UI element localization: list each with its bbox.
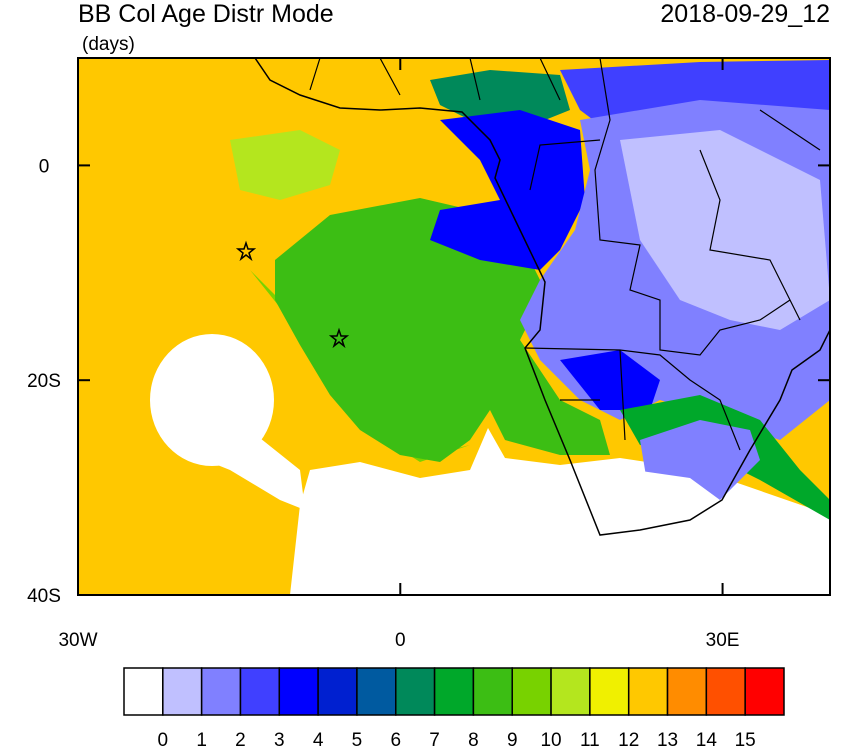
colorbar-label: 15	[735, 730, 756, 750]
field-palelavender	[620, 130, 830, 330]
colorbar-box	[511, 667, 552, 716]
date: 2018-09-29_12	[660, 0, 830, 28]
map-field	[78, 58, 830, 595]
field-blue	[430, 110, 585, 270]
star-marker	[328, 327, 350, 349]
y-tick-label: 0	[39, 156, 50, 177]
colorbar-box	[589, 667, 630, 716]
border	[309, 58, 821, 451]
colorbar-box	[200, 667, 242, 716]
x-tick-label: 0	[395, 630, 406, 651]
x-tick-label: 30E	[706, 630, 740, 651]
colorbar-box	[356, 667, 397, 716]
colorbar-box	[550, 667, 591, 716]
colorbar-label: 10	[540, 730, 561, 750]
y-tick-label: 20S	[27, 371, 61, 392]
field-yellowgreen	[230, 130, 340, 200]
colorbar-box	[666, 667, 708, 716]
colorbar-box	[627, 667, 669, 716]
colorbar-box	[162, 667, 203, 716]
star-marker	[235, 240, 257, 262]
colorbar-label: 5	[352, 730, 363, 750]
colorbar-label: 12	[618, 730, 639, 750]
coastline	[254, 58, 830, 536]
field-blue	[560, 350, 660, 410]
colorbar-box	[705, 667, 746, 716]
colorbar-box	[395, 667, 436, 716]
colorbar-label: 11	[580, 730, 600, 750]
colorbar-label: 1	[196, 730, 207, 750]
colorbar-label: 9	[507, 730, 518, 750]
colorbar-box	[317, 667, 358, 716]
colorbar-box	[472, 667, 513, 716]
colorbar-label: 14	[696, 730, 718, 750]
colorbar-label: 6	[390, 730, 401, 750]
colorbar-label: 8	[468, 730, 479, 750]
colorbar-label: 7	[429, 730, 440, 750]
colorbar: 0 1 2 3 4 5 6 7 8 9 10 11 12 13 14 15	[123, 667, 785, 751]
colorbar-box	[239, 667, 281, 716]
x-tick-label: 30W	[58, 630, 97, 651]
title: BB Col Age Distr Mode	[78, 0, 334, 28]
colorbar-box	[123, 667, 164, 716]
colorbar-box	[744, 667, 785, 716]
colorbar-label: 4	[313, 730, 324, 750]
colorbar-box	[433, 667, 475, 716]
y-tick-label: 40S	[27, 586, 61, 607]
field-clean	[575, 468, 720, 535]
field-clean	[160, 420, 305, 510]
axes: 0 20S 40S 30W 0 30E	[27, 58, 830, 651]
colorbar-box	[278, 667, 319, 716]
colorbar-label: 3	[274, 730, 285, 750]
colorbar-label: 0	[158, 730, 169, 750]
colorbar-label: 2	[235, 730, 246, 750]
colorbar-label: 13	[657, 730, 678, 750]
units: (days)	[82, 34, 135, 55]
map-frame	[77, 57, 831, 596]
